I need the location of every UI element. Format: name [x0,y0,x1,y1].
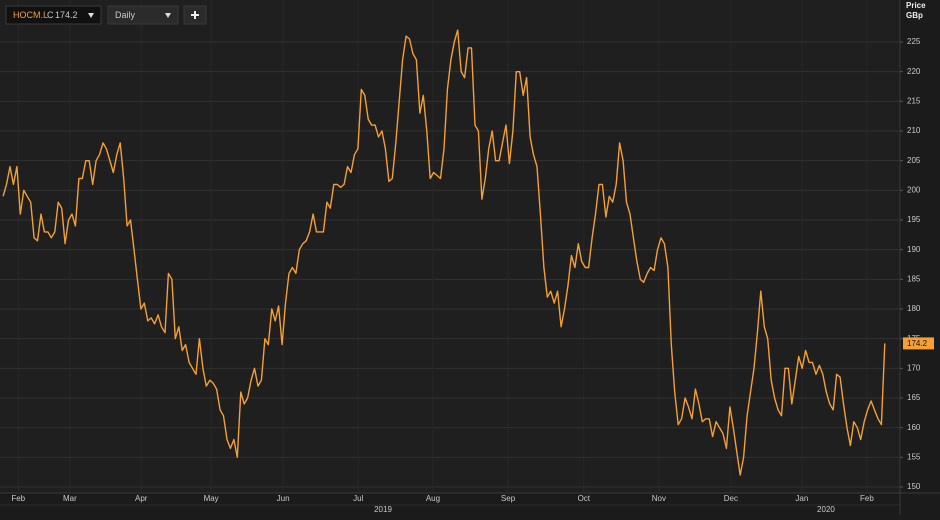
dropdown-arrow [88,13,94,18]
interval-box[interactable] [107,5,179,25]
y-tick-label: 210 [907,126,921,135]
last-price-box [903,337,934,350]
x-tick-label: Dec [724,494,738,503]
year-label: 2020 [817,505,835,514]
y-tick-label: 170 [907,363,921,372]
x-tick-label: Oct [578,494,591,503]
y-tick-label: 220 [907,67,921,76]
y-tick-label: 185 [907,274,921,283]
x-tick-label: Jan [795,494,808,503]
x-tick-label: May [204,494,219,503]
plot-area [0,0,900,493]
x-tick-label: Feb [11,494,25,503]
year-label: 2019 [374,505,392,514]
y-tick-label: 195 [907,215,921,224]
dropdown-arrow [165,13,171,18]
y-axis-label: Price [906,1,926,10]
price-line [2,29,886,476]
close-value: 174.2 [55,10,78,20]
y-tick-label: 190 [907,245,921,254]
x-tick-label: Mar [63,494,77,503]
y-tick-label: 150 [907,482,921,491]
close-prefix: C [47,10,54,20]
x-tick-label: Jun [277,494,290,503]
add-button[interactable] [183,5,207,25]
plus-icon [191,11,199,19]
y-tick-label: 165 [907,393,921,402]
x-tick-label: Sep [501,494,516,503]
y-tick-label: 180 [907,304,921,313]
x-tick-label: Apr [135,494,148,503]
interval-selector[interactable]: Daily [107,5,179,25]
symbol-box[interactable] [5,5,102,25]
x-tick-label: Feb [860,494,874,503]
symbol: HOCM.L [13,10,48,20]
symbol-selector[interactable]: HOCM.L C 174.2 [5,5,102,25]
interval: Daily [115,10,136,20]
y-tick-label: 205 [907,156,921,165]
y-tick-label: 215 [907,96,921,105]
y-tick-label: 155 [907,452,921,461]
x-tick-label: Aug [426,494,440,503]
y-tick-label: 225 [907,37,921,46]
x-tick-label: Nov [652,494,666,503]
last-price-label: 174.2 [907,339,928,348]
y-tick-label: 160 [907,423,921,432]
x-tick-label: Jul [353,494,363,503]
y-axis-unit: GBp [906,11,923,20]
y-tick-label: 200 [907,185,921,194]
